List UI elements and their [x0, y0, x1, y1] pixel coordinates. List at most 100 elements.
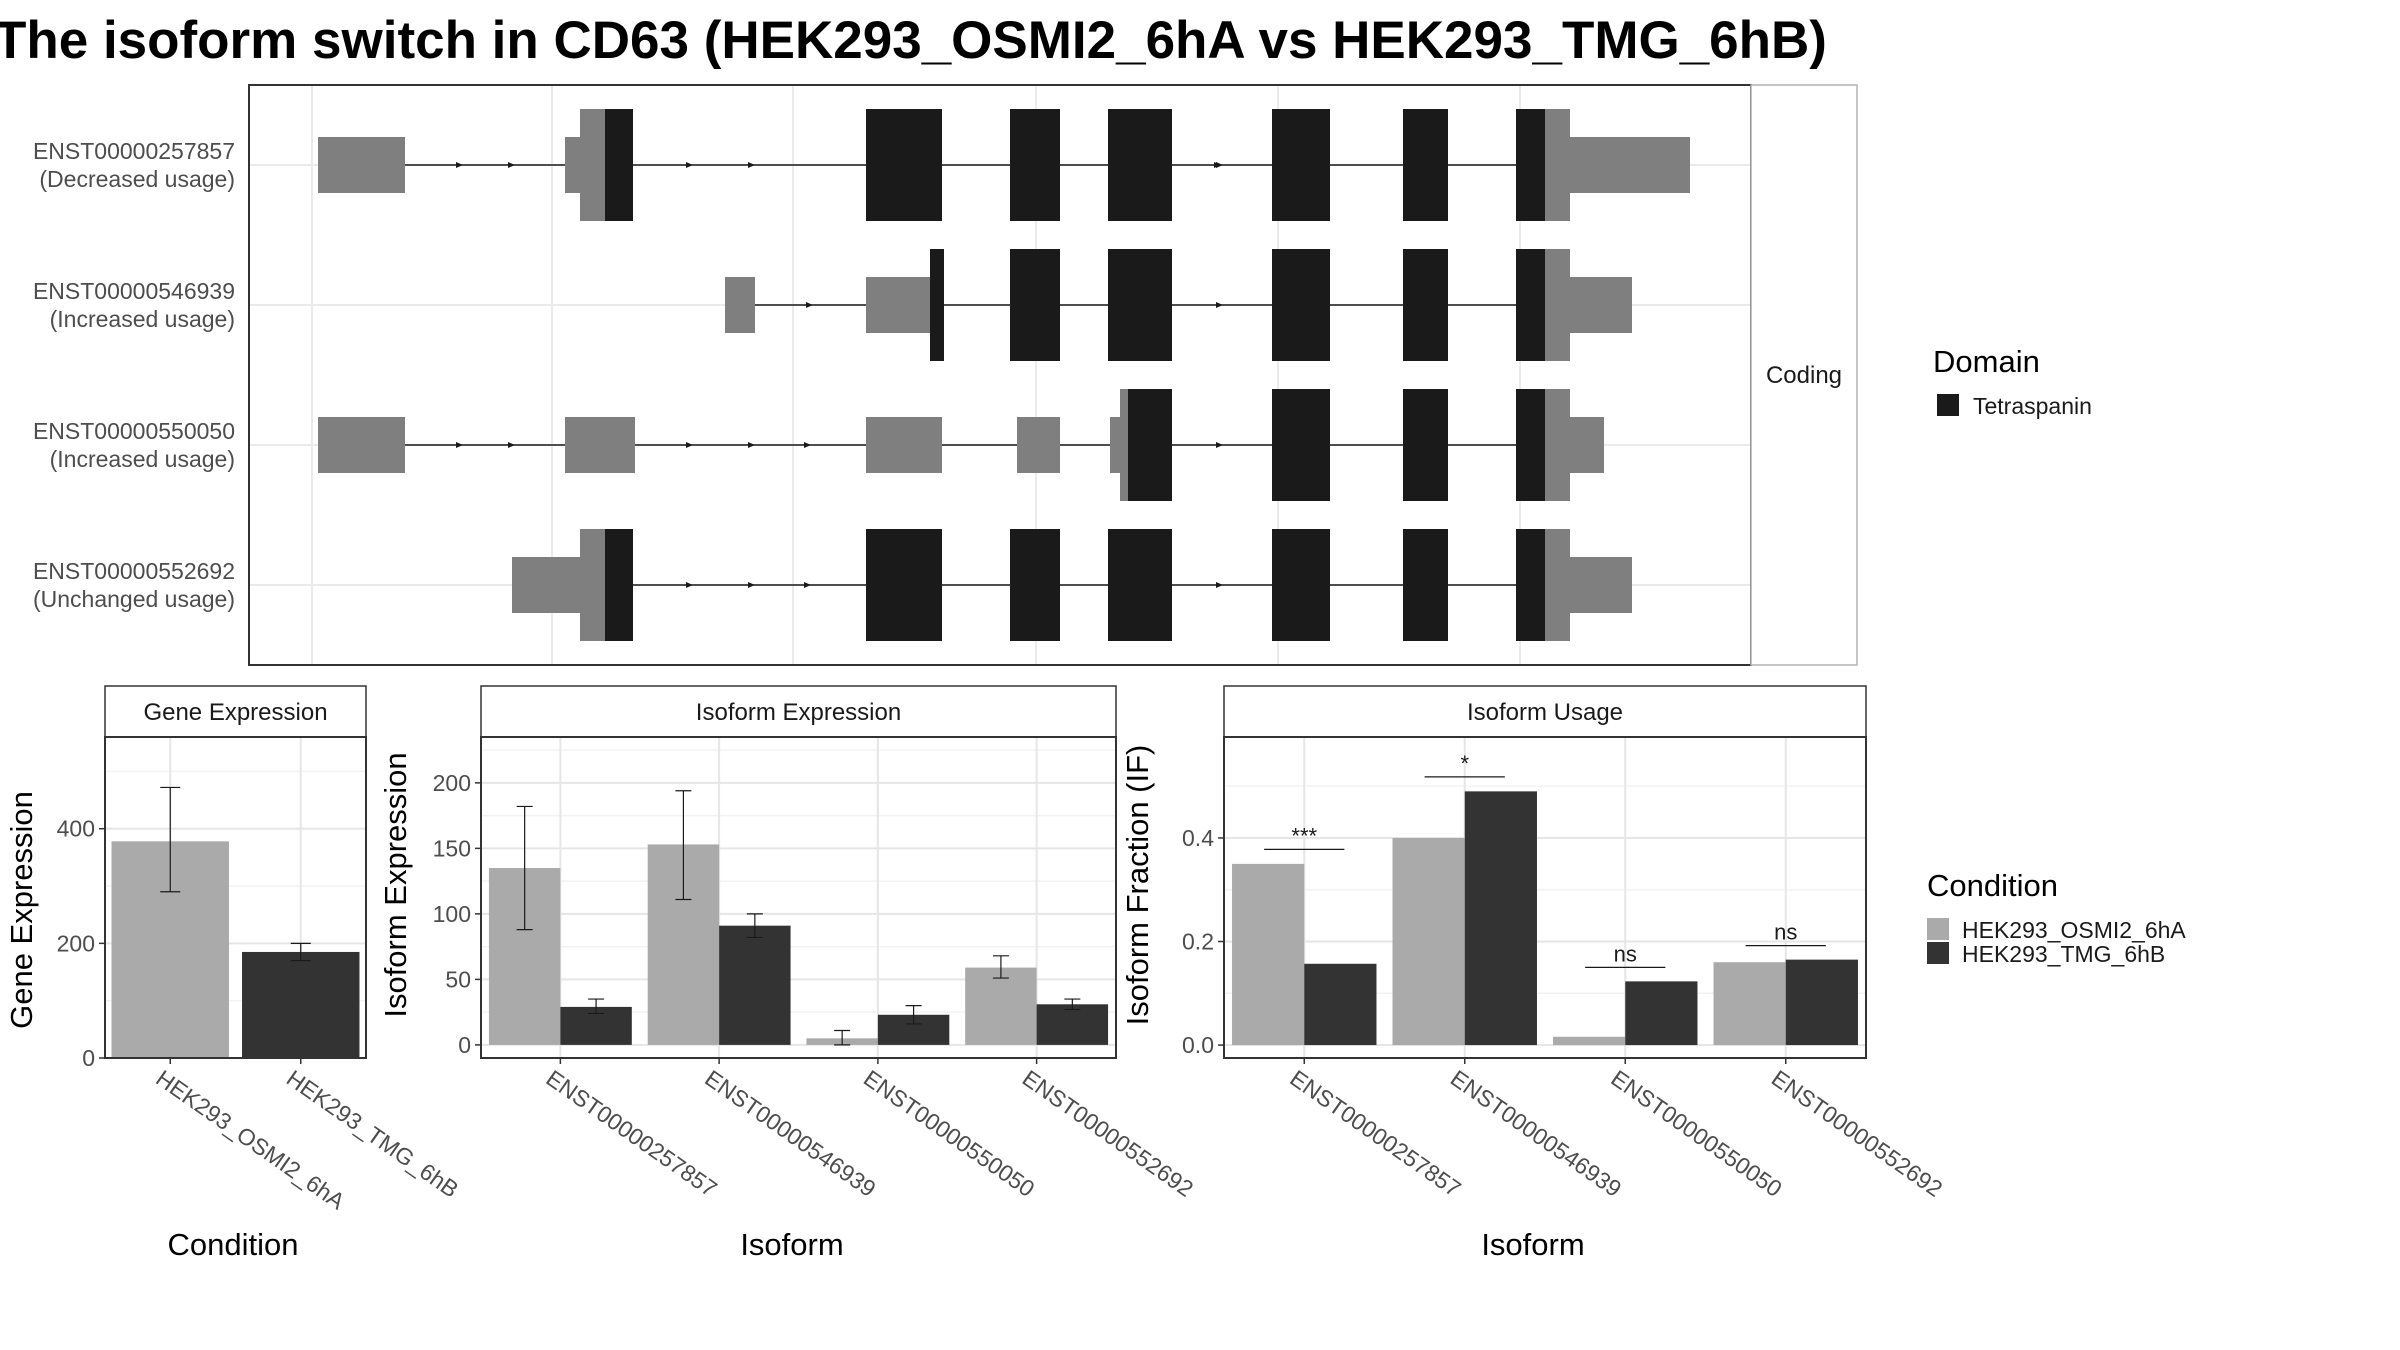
- utr-exon: [1570, 417, 1604, 473]
- intron-direction-arrow: [686, 582, 693, 588]
- bar-osmi2: [1392, 837, 1465, 1046]
- isoform-row-usage: (Decreased usage): [39, 166, 235, 192]
- coding-exon: [1516, 389, 1545, 501]
- isoform-row-id: ENST00000257857: [33, 138, 235, 164]
- coding-exon: [1403, 389, 1448, 501]
- y-tick-label: 200: [57, 930, 95, 956]
- isoform-expression-x-title: Isoform: [740, 1227, 843, 1262]
- coding-exon: [1108, 109, 1172, 221]
- coding-exon: [605, 529, 633, 641]
- utr-exon: [1545, 529, 1570, 641]
- condition-legend: Condition HEK293_OSMI2_6hA HEK293_TMG_6h…: [1927, 868, 2186, 967]
- panel-strip: [1223, 685, 1867, 738]
- y-tick-label: 400: [57, 816, 95, 842]
- x-tick-label: ENST00000550050: [859, 1065, 1039, 1202]
- coding-exon: [1403, 529, 1448, 641]
- legend-label-osmi2: HEK293_OSMI2_6hA: [1962, 917, 2186, 943]
- intron-direction-arrow: [508, 162, 515, 168]
- coding-exon: [1272, 249, 1330, 361]
- gene-expression-y-title: Gene Expression: [4, 791, 39, 1029]
- coding-exon: [1403, 249, 1448, 361]
- bar-tmg: [719, 925, 791, 1045]
- utr-exon: [512, 557, 580, 613]
- coding-exon: [1403, 109, 1448, 221]
- y-tick-label: 0: [458, 1032, 471, 1058]
- y-tick-label: 200: [433, 770, 471, 796]
- utr-exon: [1570, 137, 1690, 193]
- coding-exon: [866, 109, 942, 221]
- legend-label-tmg: HEK293_TMG_6hB: [1962, 941, 2165, 967]
- intron-direction-arrow: [508, 442, 515, 448]
- y-tick-label: 0.2: [1182, 929, 1214, 955]
- utr-exon: [580, 109, 605, 221]
- exon-blocks: [318, 109, 1690, 641]
- utr-exon: [1545, 109, 1570, 221]
- intron-direction-arrow: [748, 442, 755, 448]
- intron-direction-arrow: [1214, 162, 1221, 168]
- coding-exon: [1108, 249, 1172, 361]
- utr-exon: [1570, 557, 1632, 613]
- coding-exon: [1272, 529, 1330, 641]
- isoform-row-id: ENST00000546939: [33, 278, 235, 304]
- coding-exon: [1010, 109, 1060, 221]
- bar-osmi2: [965, 967, 1037, 1045]
- significance-label: ***: [1291, 823, 1317, 848]
- y-tick-label: 150: [433, 835, 471, 861]
- isoform-usage-panel: Isoform Usage****nsns0.00.20.4ENST000002…: [1182, 685, 1947, 1202]
- utr-exon: [1545, 389, 1570, 501]
- x-tick-label: ENST00000257857: [542, 1065, 722, 1202]
- coding-exon: [1128, 389, 1172, 501]
- utr-exon: [725, 277, 755, 333]
- legend-key-tmg: [1927, 942, 1949, 964]
- intron-direction-arrow: [456, 442, 463, 448]
- facet-strip: [1750, 84, 1858, 666]
- bar-osmi2: [1553, 1036, 1626, 1046]
- plot-frame: [104, 736, 367, 1059]
- coding-exon: [1010, 529, 1060, 641]
- coding-exon: [1516, 109, 1545, 221]
- structure-plot-background: [248, 84, 1752, 666]
- legend-key-tetraspanin: [1937, 394, 1959, 416]
- y-tick-label: 0.4: [1182, 825, 1214, 851]
- plot-frame: [480, 736, 1117, 1059]
- x-tick-label: ENST00000552692: [1767, 1065, 1947, 1202]
- utr-exon: [866, 417, 942, 473]
- isoform-row-usage: (Increased usage): [50, 306, 235, 332]
- gene-expression-panel: Gene Expression0200400HEK293_OSMI2_6hAHE…: [57, 685, 463, 1215]
- plot-frame: [1223, 736, 1867, 1059]
- intron-direction-arrow: [1216, 582, 1223, 588]
- intron-direction-arrow: [686, 162, 693, 168]
- intron-direction-arrow: [1216, 442, 1223, 448]
- facet-label-coding: Coding: [1766, 362, 1842, 389]
- panel-strip-title: Isoform Usage: [1467, 699, 1623, 726]
- y-tick-label: 50: [445, 966, 471, 992]
- utr-exon: [1017, 417, 1060, 473]
- x-tick-label: ENST00000546939: [1446, 1065, 1626, 1202]
- bar-tmg: [1785, 959, 1858, 1046]
- bar-tmg: [1625, 981, 1698, 1046]
- significance-label: *: [1460, 751, 1469, 776]
- isoform-row-id: ENST00000550050: [33, 418, 235, 444]
- intron-direction-arrow: [748, 162, 755, 168]
- isoform-structure-panel: Coding ENST00000257857(Decreased usage) E…: [33, 84, 1858, 666]
- y-tick-label: 0.0: [1182, 1032, 1214, 1058]
- isoform-row-usage: (Increased usage): [50, 446, 235, 472]
- gene-expression-x-title: Condition: [168, 1227, 299, 1262]
- x-tick-label: ENST00000546939: [700, 1065, 880, 1202]
- y-tick-label: 0: [82, 1045, 95, 1071]
- bar-tmg: [242, 951, 360, 1058]
- legend-label-tetraspanin: Tetraspanin: [1973, 393, 2092, 419]
- bar-tmg: [1464, 791, 1537, 1046]
- isoform-expression-panel: Isoform Expression 0 50 100 150 200 ENST000002…: [433, 685, 1198, 1202]
- y-tick-label: 100: [433, 901, 471, 927]
- panel-strip-title: Gene Expression: [143, 699, 327, 726]
- coding-exon: [1272, 389, 1330, 501]
- utr-exon: [580, 529, 605, 641]
- bar-tmg: [1036, 1004, 1109, 1045]
- legend-key-osmi2: [1927, 918, 1949, 940]
- utr-exon: [1110, 417, 1120, 473]
- significance-label: ns: [1774, 920, 1797, 945]
- intron-direction-arrow: [456, 162, 463, 168]
- intron-direction-arrow: [806, 302, 813, 308]
